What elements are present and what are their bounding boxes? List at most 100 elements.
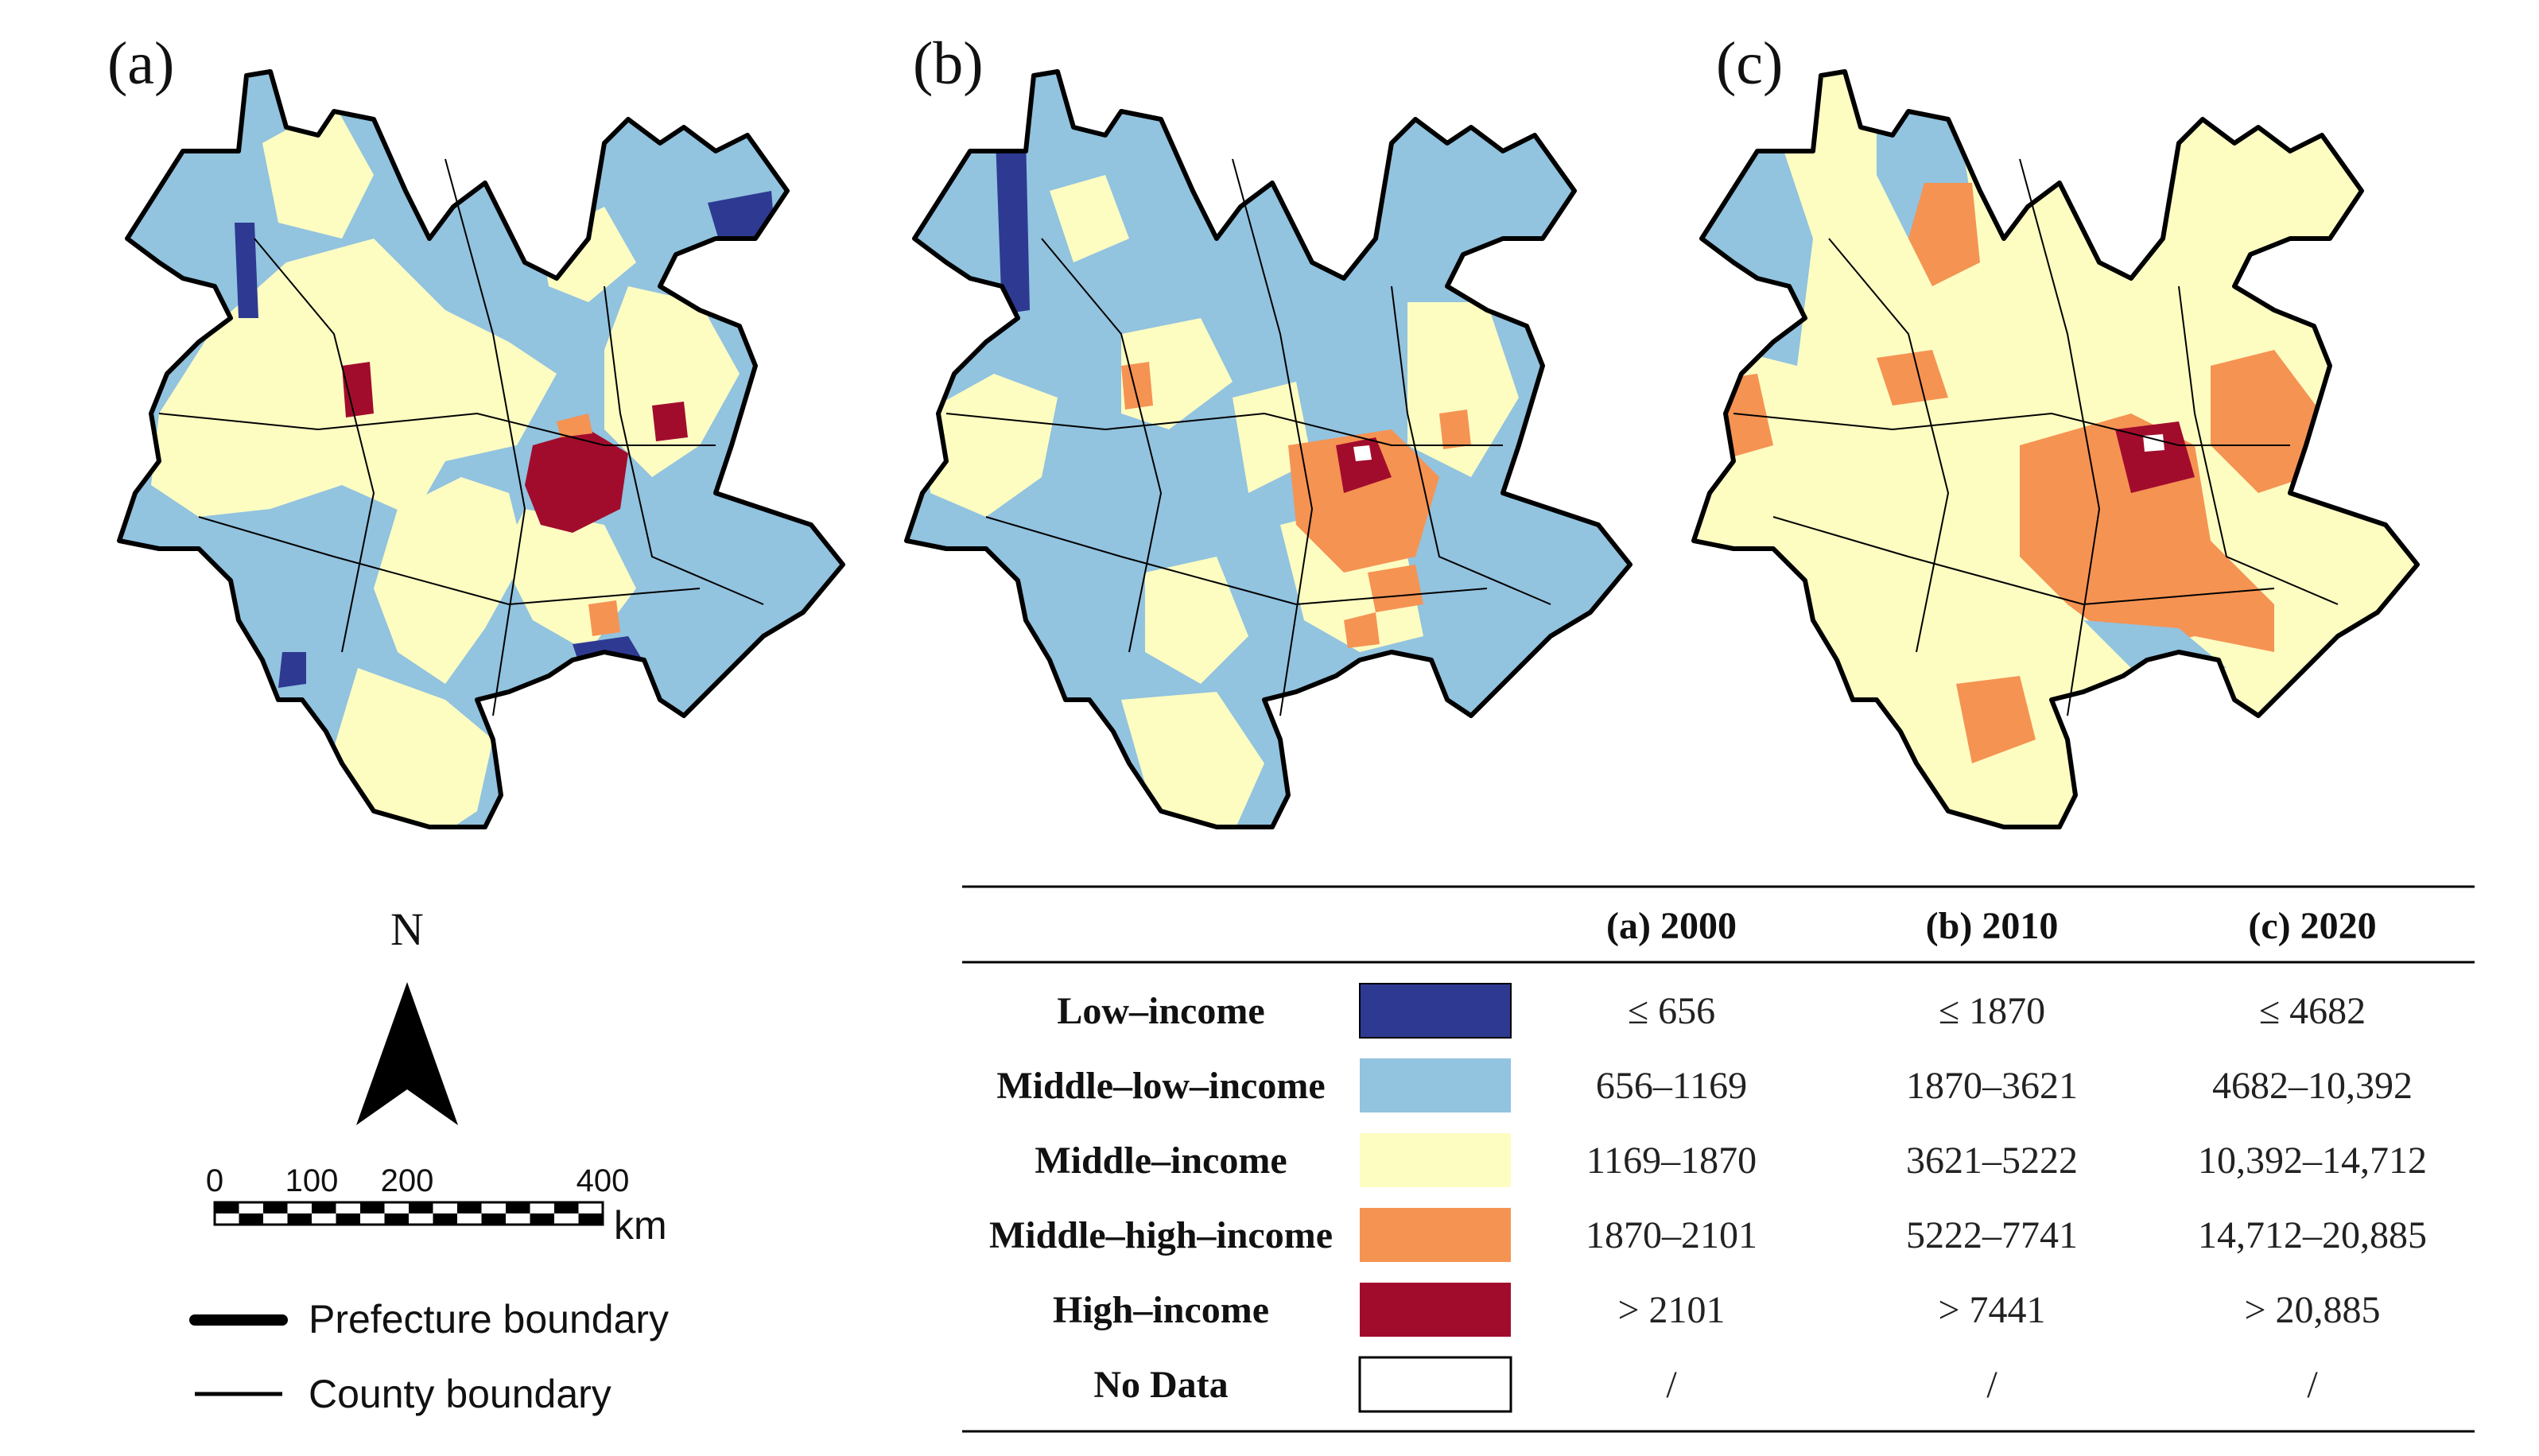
map-panel-2000: (a) <box>107 30 845 829</box>
scale-cell <box>433 1213 457 1225</box>
county-line <box>2178 285 2339 605</box>
region-mid-high-core-north <box>557 414 592 437</box>
map-panel-2010: (b) <box>904 30 1632 829</box>
region-mid-high-core <box>2020 414 2274 652</box>
county-line <box>1232 158 1314 716</box>
table-header-2020: (c) 2020 <box>2248 905 2376 947</box>
scale-cell <box>433 1202 457 1213</box>
region-middle-south-central <box>1145 557 1248 684</box>
scale-cell <box>287 1202 312 1213</box>
scale-cell <box>384 1213 409 1225</box>
region-high-core <box>2115 421 2195 493</box>
map-panel-2020: (c) <box>1691 30 2420 829</box>
region-middle-east <box>1407 302 1519 477</box>
scale-cell <box>457 1202 482 1213</box>
county-line <box>2019 158 2101 716</box>
map-2020-county-lines <box>1733 158 2339 716</box>
class-label-middle-low-income: Middle–low–income <box>996 1065 1325 1107</box>
swatch-no-data <box>1358 1356 1512 1413</box>
region-high-east <box>652 402 688 441</box>
county-line <box>604 285 764 605</box>
region-high-west <box>342 362 374 417</box>
region-middle-west <box>922 374 1058 517</box>
swatch-middle-high-income <box>1360 1208 1511 1262</box>
region-mid-high-south <box>1368 565 1423 612</box>
map-2010-regions <box>907 72 1630 827</box>
map-2010-county-lines <box>945 158 1551 716</box>
value-low-2000: ≤ 656 <box>1628 990 1715 1032</box>
scale-tick-0: 0 <box>206 1163 223 1198</box>
value-middle-2000: 1169–1870 <box>1586 1140 1757 1182</box>
scale-cell <box>215 1213 239 1225</box>
north-arrow: N <box>356 903 458 1125</box>
swatch-middle-income <box>1360 1133 1511 1187</box>
table-row-middle-high-income: Middle–high–income 1870–2101 5222–7741 1… <box>989 1208 2427 1262</box>
region-mid-high-east <box>1439 410 1471 449</box>
region-mid-high-west <box>1121 362 1153 410</box>
scale-cell <box>384 1202 409 1213</box>
scale-bar-cells <box>213 1201 604 1226</box>
value-middle-2020: 10,392–14,712 <box>2198 1140 2427 1182</box>
class-label-high-income: High–income <box>1053 1289 1269 1331</box>
scale-cell <box>530 1202 554 1213</box>
region-middle-south-central <box>374 477 525 684</box>
panel-label-b: (b) <box>913 30 984 97</box>
map-2000-prefecture-outline <box>117 69 845 829</box>
region-middle-north <box>1050 175 1129 262</box>
value-middle-low-2020: 4682–10,392 <box>2212 1065 2413 1107</box>
scale-cell <box>457 1213 482 1225</box>
region-middle-south <box>1121 692 1264 827</box>
region-low-northeast <box>708 191 775 243</box>
county-line <box>254 238 375 653</box>
scale-cell <box>360 1202 385 1213</box>
scale-cell <box>481 1202 506 1213</box>
value-no-data-2000: / <box>1666 1364 1677 1406</box>
table-header-2000: (a) 2000 <box>1606 905 1737 947</box>
county-line <box>1828 238 1950 653</box>
class-label-low-income: Low–income <box>1057 990 1264 1032</box>
region-low-northwest <box>996 135 1030 314</box>
income-legend-table: (a) 2000 (b) 2010 (c) 2020 Low–income ≤ … <box>962 885 2475 1433</box>
class-label-no-data: No Data <box>1093 1364 1228 1406</box>
county-line <box>1391 285 1551 605</box>
region-no-data <box>2143 434 2164 452</box>
scale-cell <box>481 1213 506 1225</box>
county-line <box>1733 412 2290 446</box>
map-2000-regions <box>119 72 843 827</box>
county-boundary-label: County boundary <box>309 1372 611 1416</box>
scale-cell <box>336 1213 360 1225</box>
panel-label-c: (c) <box>1716 30 1783 97</box>
region-mid-high-south <box>588 600 620 636</box>
scale-cell <box>554 1213 579 1225</box>
scale-tick-100: 100 <box>285 1163 339 1198</box>
prefecture-boundary-label: Prefecture boundary <box>309 1297 669 1341</box>
county-line <box>445 158 526 716</box>
scale-tick-400: 400 <box>577 1163 630 1198</box>
scale-cell <box>578 1213 603 1225</box>
class-label-middle-high-income: Middle–high–income <box>989 1214 1333 1256</box>
scale-cell <box>506 1202 530 1213</box>
swatch-high-income <box>1360 1283 1511 1337</box>
scale-cell <box>263 1202 288 1213</box>
region-middle-south <box>334 668 493 827</box>
county-line <box>1772 516 2275 606</box>
table-row-middle-income: Middle–income 1169–1870 3621–5222 10,392… <box>1035 1133 2427 1187</box>
boundary-legend: Prefecture boundary County boundary <box>189 1297 669 1416</box>
map-2010-prefecture-outline <box>904 69 1632 829</box>
region-mid-high-north <box>1908 183 1980 286</box>
value-middle-high-2020: 14,712–20,885 <box>2198 1214 2427 1256</box>
scale-cell <box>530 1213 554 1225</box>
scale-cell <box>312 1213 336 1225</box>
scale-bar: 0 100 200 400 km <box>206 1163 667 1248</box>
map-2020-prefecture-outline <box>1691 69 2420 829</box>
scale-unit: km <box>614 1203 667 1248</box>
county-line <box>945 412 1503 446</box>
region-mid-high-south2 <box>1344 612 1380 648</box>
map-2000-county-lines <box>158 158 764 716</box>
value-middle-2010: 3621–5222 <box>1906 1140 2078 1182</box>
value-low-2020: ≤ 4682 <box>2259 990 2366 1032</box>
value-middle-high-2010: 5222–7741 <box>1906 1214 2078 1256</box>
table-row-low-income: Low–income ≤ 656 ≤ 1870 ≤ 4682 <box>1057 983 2366 1039</box>
value-middle-high-2000: 1870–2101 <box>1586 1214 1757 1256</box>
